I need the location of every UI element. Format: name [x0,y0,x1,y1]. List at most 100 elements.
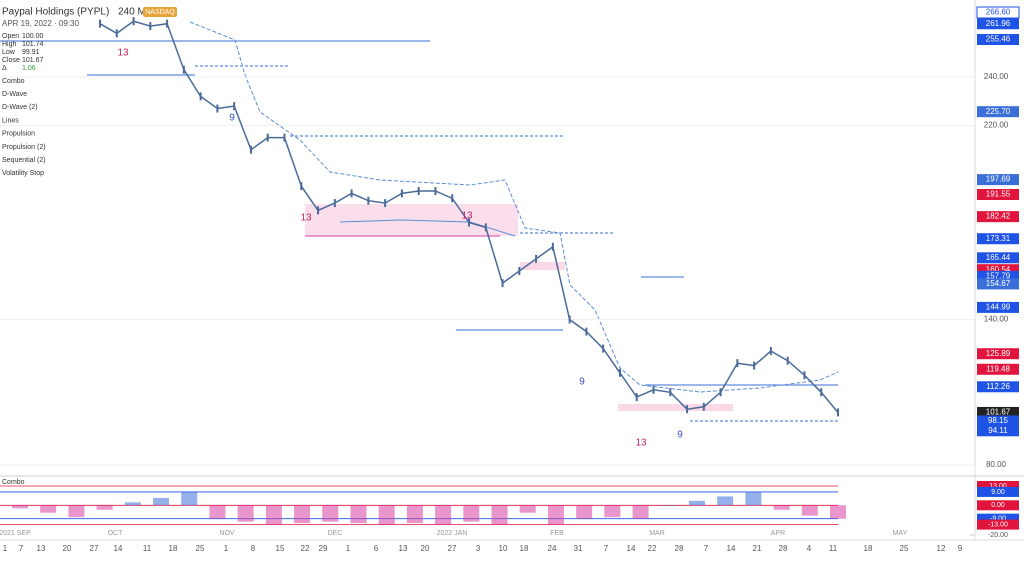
oscillator-bar [209,505,226,519]
price-bar [283,133,286,142]
price-bar [216,104,219,113]
price-badge [977,34,1019,46]
price-bar [115,29,118,38]
price-bar [132,17,135,26]
month-label: 2022 JAN [437,530,468,537]
day-label: 28 [675,544,684,553]
day-label: 7 [19,544,24,553]
day-label: 1 [3,544,8,553]
price-badge [977,174,1019,186]
price-bar [518,267,521,276]
exchange-badge [143,7,177,17]
ohlc-label: High [2,41,17,48]
price-badge-label: 255.46 [986,35,1011,44]
oscillator-badge [977,519,1019,530]
day-label: 7 [604,544,609,553]
month-label: APR [771,530,785,537]
price-bar [166,19,169,28]
indicator-name: D-Wave [2,91,27,98]
ohlc-label: Δ [2,65,7,72]
ohlc-value: 101.74 [22,41,44,48]
oscillator-bar [294,505,311,524]
month-label: FEB [550,530,564,537]
price-bar [803,371,806,380]
price-badge [977,415,1019,427]
annotation: 9 [579,377,585,388]
day-label: 13 [399,544,408,553]
price-bar [719,388,722,397]
price-bar [702,402,705,411]
day-label: 3 [476,544,481,553]
price-badge [977,252,1019,264]
ohlc-value: 100.00 [22,33,44,40]
day-label: 8 [251,544,256,553]
day-label: 4 [807,544,812,553]
day-label: 7 [704,544,709,553]
price-bar [535,254,538,263]
oscillator-bar [660,505,677,506]
price-badge-label: 119.48 [986,364,1010,373]
month-label: OCT [108,530,124,537]
annotation: 9 [229,113,235,124]
price-badge-label: 112.26 [986,382,1010,391]
annotation: 13 [300,213,312,224]
price-badge-label: 98.15 [988,416,1009,425]
price-bar [317,206,320,215]
ohlc-value: 1.06 [22,65,36,72]
price-bar [484,223,487,232]
oscillator-tick-label: -13.00 [988,521,1008,528]
month-label: NOV [219,530,235,537]
price-badge [977,363,1019,375]
price-bar [618,368,621,377]
oscillator-badge [977,486,1019,497]
oscillator-bar [688,500,705,506]
oscillator-bar [124,502,141,506]
ohlc-value: 99.91 [22,49,40,56]
price-bar [669,388,672,397]
day-label: 20 [421,544,430,553]
day-label: 31 [574,544,583,553]
price-badge [977,233,1019,245]
ohlc-label: Close [2,57,20,64]
price-bar [434,186,437,195]
oscillator-bar [547,505,564,525]
annotation: 13 [117,48,129,59]
price-bar [585,327,588,336]
day-label: 22 [648,544,657,553]
price-bar [686,405,689,414]
month-label: 2021 SEP [0,530,31,537]
oscillator-bar [265,505,282,525]
oscillator-bar [435,505,452,525]
price-bar [635,393,638,402]
levels [0,21,839,422]
symbol-title: Paypal Holdings (PYPL) [2,7,109,18]
oscillator-bar [153,497,170,506]
day-label: 27 [448,544,457,553]
price-badge [977,381,1019,393]
ohlc-label: Open [2,33,19,40]
day-label: 14 [114,544,123,553]
indicator-name: Propulsion [2,131,35,138]
price-bar [182,65,185,74]
indicator-name: Sequential (2) [2,157,46,164]
price-bar [652,385,655,394]
price-bar [266,133,269,142]
price-bar [769,347,772,356]
oscillator-tick-label: -20.00 [988,532,1008,539]
price-bar [501,279,504,288]
ohlc-label: Low [2,49,16,56]
oscillator-bar [491,505,508,525]
oscillator-bar [12,505,28,509]
day-label: 25 [900,544,909,553]
month-label: DEC [328,530,343,537]
oscillator-bar [406,505,423,524]
interval: 240 Min [118,7,154,18]
day-label: 20 [63,544,72,553]
day-label: 14 [627,544,636,553]
day-label: 27 [90,544,99,553]
indicator-name: Volatility Stop [2,170,44,177]
price-badge-label: 173.31 [986,234,1011,243]
day-label: 28 [779,544,788,553]
price-bar [249,145,252,154]
y-tick-label: 80.00 [986,460,1007,469]
